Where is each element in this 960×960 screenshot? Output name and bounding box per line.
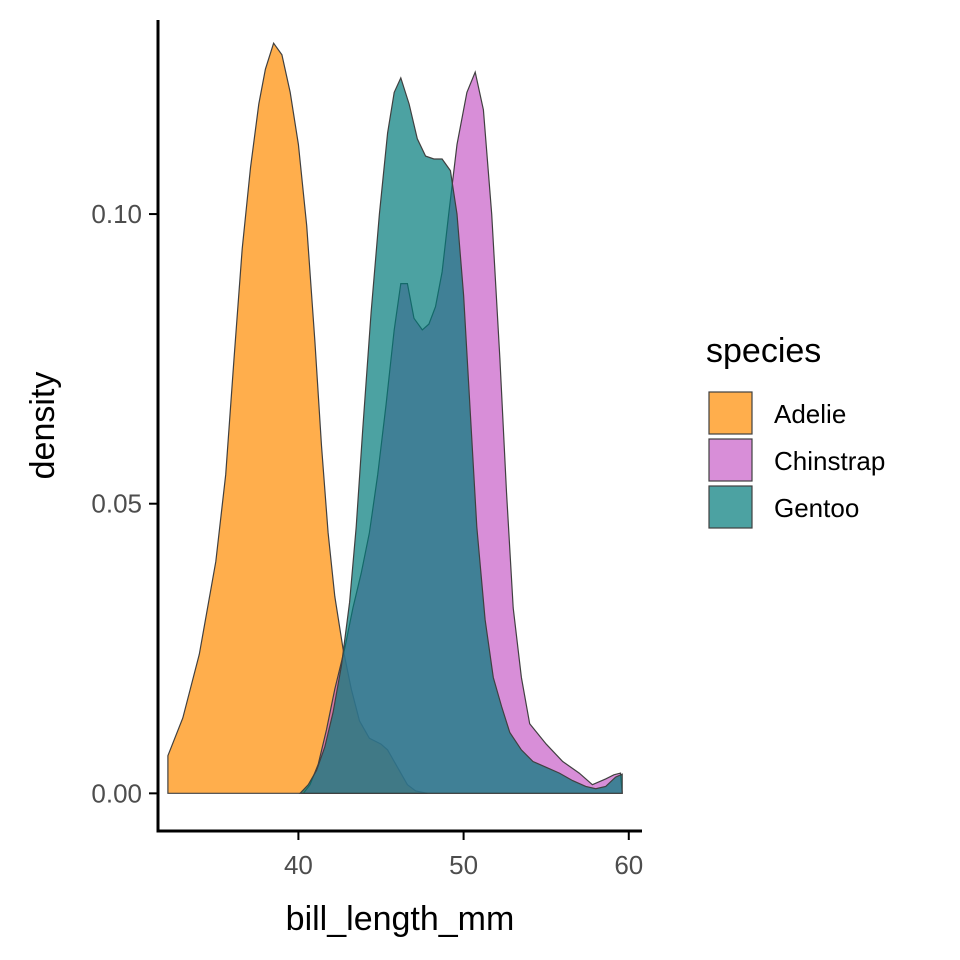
axes [156,20,642,833]
legend-key-adelie [708,391,753,435]
density-area-gentoo [298,76,623,794]
y-tick-label: 0.10 [91,199,142,229]
x-axis-ticks: 40 50 60 [284,831,643,880]
y-tick-label: 0.05 [91,489,142,519]
legend-key-gentoo [708,485,753,529]
legend-title: species [706,332,821,370]
legend-key-chinstrap [708,438,753,482]
y-tick-label: 0.00 [91,778,142,808]
x-tick-label: 60 [614,850,643,880]
legend: species Adelie Chinstrap Gentoo [706,332,885,529]
legend-items: Adelie Chinstrap Gentoo [708,391,885,529]
legend-label-adelie: Adelie [774,399,846,429]
x-tick-label: 40 [284,850,313,880]
y-axis-ticks: 0.00 0.05 0.10 [91,199,158,808]
legend-label-chinstrap: Chinstrap [774,446,885,476]
x-axis-title: bill_length_mm [286,900,515,938]
y-axis-title: density [24,372,62,480]
plot-area [167,41,623,794]
x-tick-label: 50 [449,850,478,880]
legend-label-gentoo: Gentoo [774,493,859,523]
